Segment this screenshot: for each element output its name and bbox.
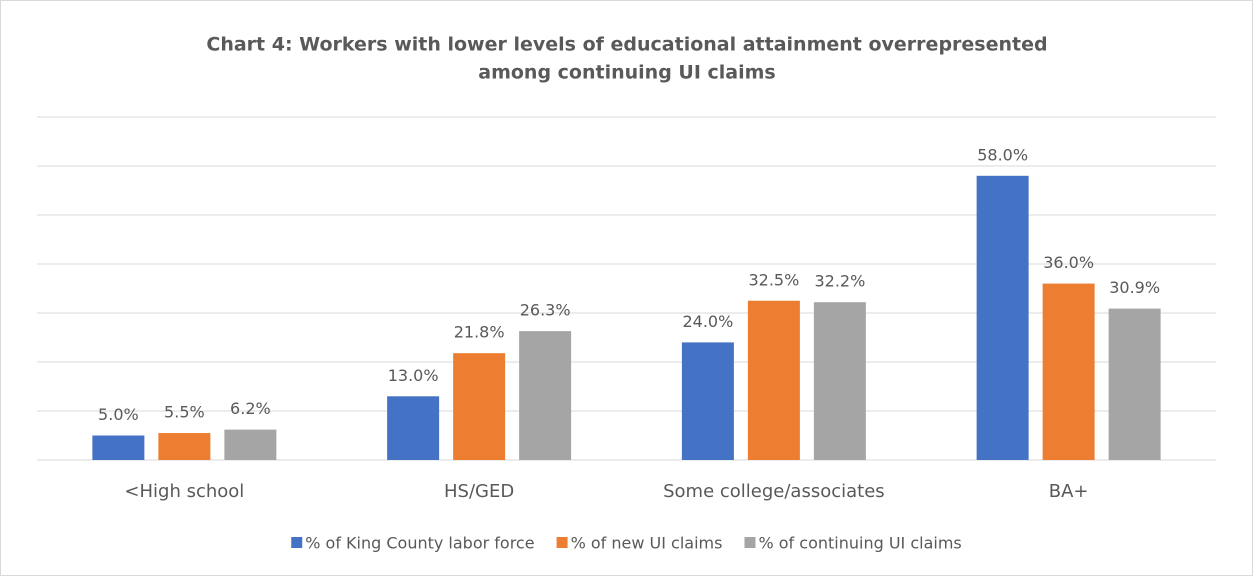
bar [681,342,734,460]
bar [92,435,145,460]
bar [1108,308,1161,460]
legend-swatch [291,537,303,548]
x-tick-label: BA+ [1049,481,1089,502]
data-label: 32.5% [748,270,799,289]
bar [158,433,211,460]
legend-swatch [744,537,756,548]
data-label: 24.0% [682,312,733,331]
legend-label: % of new UI claims [571,534,723,553]
x-tick-label: HS/GED [444,481,514,502]
legend-label: % of continuing UI claims [758,534,961,553]
data-label: 21.8% [454,323,505,342]
data-label: 6.2% [230,399,271,418]
bar [224,429,277,460]
data-label: 5.5% [164,403,205,422]
bar [747,300,800,460]
data-label: 32.2% [814,272,865,291]
bar [453,353,506,460]
data-label: 26.3% [520,301,571,320]
data-label: 30.9% [1109,278,1160,297]
chart-title: among continuing UI claims [478,62,776,84]
legend-swatch [556,537,568,548]
bar [387,396,440,460]
x-tick-label: <High school [124,481,244,502]
legend-label: % of King County labor force [305,534,534,553]
data-label: 13.0% [388,366,439,385]
bar [1042,283,1095,460]
bar [813,302,866,460]
data-label: 58.0% [977,145,1028,164]
bar [976,175,1029,461]
data-label: 36.0% [1043,253,1094,272]
chart-title: Chart 4: Workers with lower levels of ed… [206,34,1047,56]
x-tick-label: Some college/associates [663,481,885,502]
bar [519,331,572,460]
data-label: 5.0% [98,405,139,424]
